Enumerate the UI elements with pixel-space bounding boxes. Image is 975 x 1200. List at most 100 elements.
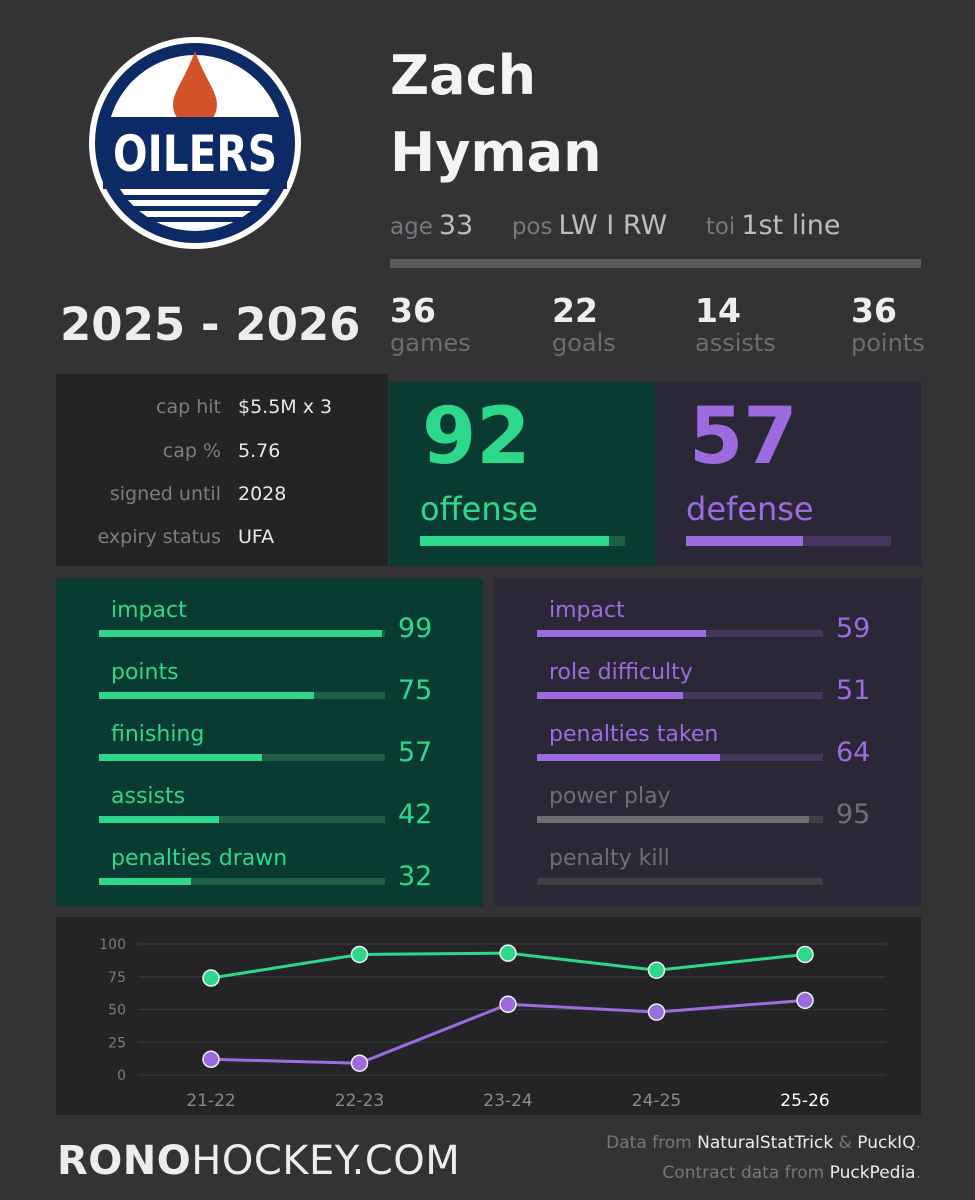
player-first-name: Zach: [390, 44, 537, 107]
series-point: [647, 1003, 666, 1021]
age-value: 33: [438, 210, 474, 241]
series-point: [202, 969, 220, 987]
metric-bar: [537, 692, 823, 699]
metric-row: penalty kill: [494, 826, 921, 888]
defense-bar-fill: [686, 536, 803, 546]
defense-metrics-panel: impact 59 role difficulty 51 penalties taken…: [494, 578, 921, 906]
metric-label-finishing: finishing: [111, 722, 205, 747]
season-title: 2025 - 2026: [60, 298, 361, 351]
contract-row-signed-until: signed until 2028: [56, 483, 388, 507]
credit-source-puckiq: PuckIQ: [857, 1133, 916, 1153]
y-tick-label: 100: [99, 937, 126, 953]
credit-amp: &: [833, 1133, 858, 1153]
metric-bar-fill: [99, 878, 191, 885]
y-tick-label: 25: [108, 1035, 126, 1051]
metric-value: 75: [398, 675, 433, 706]
brand-rest: HOCKEY.COM: [191, 1138, 461, 1184]
credit-prefix: Contract data from: [662, 1163, 830, 1183]
stat-label: assists: [695, 329, 776, 357]
metric-value: 42: [398, 799, 433, 830]
defense-bar: [686, 536, 891, 546]
series-point: [350, 1054, 369, 1072]
metric-value: 51: [836, 675, 871, 706]
metric-bar: [99, 878, 385, 885]
metric-row: role difficulty 51: [494, 640, 921, 706]
metric-label-penalty-kill: penalty kill: [549, 846, 670, 871]
player-last-name: Hyman: [390, 121, 602, 184]
metric-row: impact 59: [494, 578, 921, 644]
defense-summary: 57 defense: [655, 382, 921, 566]
credit-source-nst: NaturalStatTrick: [697, 1133, 834, 1153]
series-point: [796, 991, 814, 1010]
offense-label: offense: [420, 490, 538, 528]
trend-chart-svg: 100 75 50 25 0 21-22 22-23 23-24 24-25 25-26: [99, 937, 886, 1111]
contract-key: signed until: [109, 483, 221, 505]
metric-row: impact 99: [56, 578, 483, 644]
metric-row: penalties taken 64: [494, 702, 921, 768]
x-tick-label: 25-26: [780, 1091, 829, 1111]
credit-end: .: [915, 1133, 921, 1153]
metric-label-assists: assists: [111, 784, 186, 809]
contract-key: cap hit: [156, 396, 221, 418]
metric-row: power play 95: [494, 764, 921, 830]
metric-label-points: points: [111, 660, 179, 685]
defense-score: 57: [689, 392, 798, 482]
offense-summary: 92 offense: [389, 382, 655, 566]
contract-value: 5.76: [238, 440, 281, 462]
x-tick-label: 23-24: [483, 1091, 532, 1111]
metric-value: 64: [836, 737, 871, 768]
stat-games: 36 games: [390, 291, 471, 357]
metric-value: 32: [398, 861, 433, 892]
metric-bar-fill: [99, 692, 314, 699]
contract-row-expiry-status: expiry status UFA: [56, 526, 388, 550]
metric-bar-fill: [537, 816, 809, 823]
metric-value: 95: [836, 799, 871, 830]
offense-bar-fill: [420, 536, 609, 546]
meta-divider: [390, 259, 921, 268]
metric-bar: [537, 878, 823, 885]
metric-bar: [99, 692, 385, 699]
x-tick-label: 21-22: [186, 1091, 235, 1111]
contract-panel: cap hit $5.5M x 3 cap % 5.76 signed unti…: [56, 374, 388, 566]
player-meta: age 33 pos LW I RW toi 1st line: [390, 210, 870, 241]
toi-value: 1st line: [741, 210, 841, 241]
y-tick-label: 50: [108, 1003, 126, 1019]
metric-value: 57: [398, 737, 433, 768]
metric-row: assists 42: [56, 764, 483, 830]
stat-value: 36: [390, 291, 436, 330]
pos-label: pos: [511, 214, 553, 240]
offense-bar: [420, 536, 625, 546]
offense-score: 92: [422, 392, 531, 482]
y-tick-label: 0: [117, 1068, 126, 1084]
age-label: age: [390, 214, 433, 240]
metric-label-power-play: power play: [549, 784, 671, 809]
stat-value: 22: [552, 291, 598, 330]
x-tick-label: 24-25: [632, 1091, 681, 1111]
contract-key: expiry status: [97, 526, 221, 548]
logo-wordmark: OILERS: [113, 125, 277, 183]
metric-value: 99: [398, 613, 433, 644]
contract-value: UFA: [238, 526, 275, 548]
series-point: [796, 945, 814, 964]
brand-bold: RONO: [57, 1138, 192, 1184]
pos-value: LW I RW: [558, 210, 668, 241]
x-tick-label: 22-23: [335, 1091, 384, 1111]
series-point: [499, 995, 517, 1014]
toi-label: toi: [705, 214, 736, 240]
stat-label: goals: [552, 329, 616, 357]
metric-bar-fill: [99, 754, 263, 761]
metric-bar: [537, 816, 823, 823]
stat-points: 36 points: [851, 292, 925, 357]
metric-label-role-difficulty: role difficulty: [549, 660, 693, 685]
brand-wordmark: RONOHOCKEY.COM: [57, 1138, 460, 1184]
metric-bar-fill: [99, 816, 220, 823]
metric-bar: [99, 630, 385, 637]
contract-credit: Contract data from PuckPedia.: [662, 1163, 921, 1183]
metric-bar: [99, 816, 385, 823]
series-point: [499, 944, 517, 962]
series-point: [202, 1050, 220, 1069]
metric-bar-fill: [537, 630, 706, 637]
stat-assists: 14 assists: [695, 292, 776, 357]
metric-label-impact: impact: [549, 598, 625, 623]
contract-value: $5.5M x 3: [238, 396, 333, 418]
